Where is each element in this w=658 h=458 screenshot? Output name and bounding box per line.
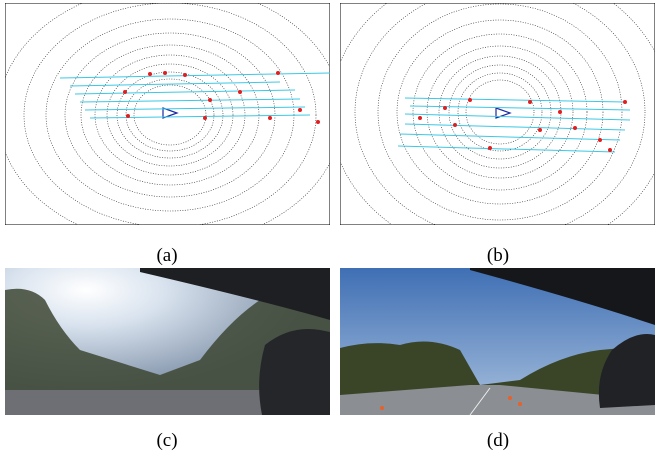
lidar-panel-b — [340, 3, 655, 225]
caption: (a) — [156, 245, 177, 266]
caption: (c) — [156, 430, 177, 451]
camera-panel-d — [340, 268, 655, 416]
caption: (d) — [487, 430, 509, 451]
caption: (b) — [487, 245, 509, 266]
camera-panel-c — [5, 268, 330, 415]
lidar-panel-a — [5, 3, 330, 225]
